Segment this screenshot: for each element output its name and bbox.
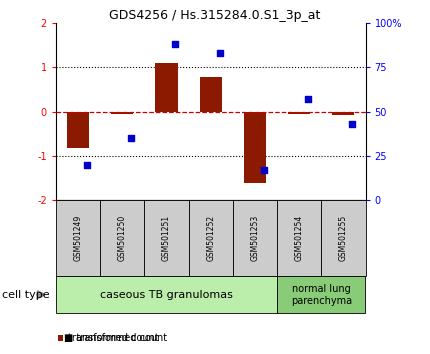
Text: GSM501255: GSM501255 (339, 215, 348, 261)
Text: GSM501250: GSM501250 (118, 215, 127, 261)
Point (304, 96, 311, 102)
Bar (321, 200, 366, 276)
Bar (155, 63, 178, 112)
Text: normal lung
parenchyma: normal lung parenchyma (291, 284, 352, 306)
Text: GSM501251: GSM501251 (162, 215, 171, 261)
Point (260, 167, 267, 173)
Text: GSM501252: GSM501252 (206, 215, 215, 261)
Bar (332, 112, 354, 115)
Bar (189, 200, 233, 276)
Bar (200, 77, 222, 112)
Bar (277, 276, 366, 313)
Bar (100, 200, 144, 276)
Text: transformed count: transformed count (68, 333, 159, 343)
Text: GSM501254: GSM501254 (295, 215, 304, 261)
Point (349, 121, 356, 127)
Bar (288, 112, 310, 114)
Point (83, 162, 90, 167)
Bar (244, 112, 266, 183)
Bar (56, 276, 277, 313)
Point (216, 50, 223, 56)
Text: GSM501253: GSM501253 (250, 215, 259, 261)
Bar (144, 200, 189, 276)
Point (172, 41, 179, 47)
Text: cell type: cell type (2, 290, 50, 300)
Text: ■ transformed count: ■ transformed count (64, 333, 168, 343)
Bar (111, 112, 133, 114)
Text: GDS4256 / Hs.315284.0.S1_3p_at: GDS4256 / Hs.315284.0.S1_3p_at (109, 9, 321, 22)
Text: caseous TB granulomas: caseous TB granulomas (100, 290, 233, 300)
Text: GSM501249: GSM501249 (74, 215, 83, 261)
Point (128, 135, 135, 141)
Bar (56, 200, 100, 276)
Bar (67, 112, 89, 148)
Bar (233, 200, 277, 276)
Bar (277, 200, 321, 276)
